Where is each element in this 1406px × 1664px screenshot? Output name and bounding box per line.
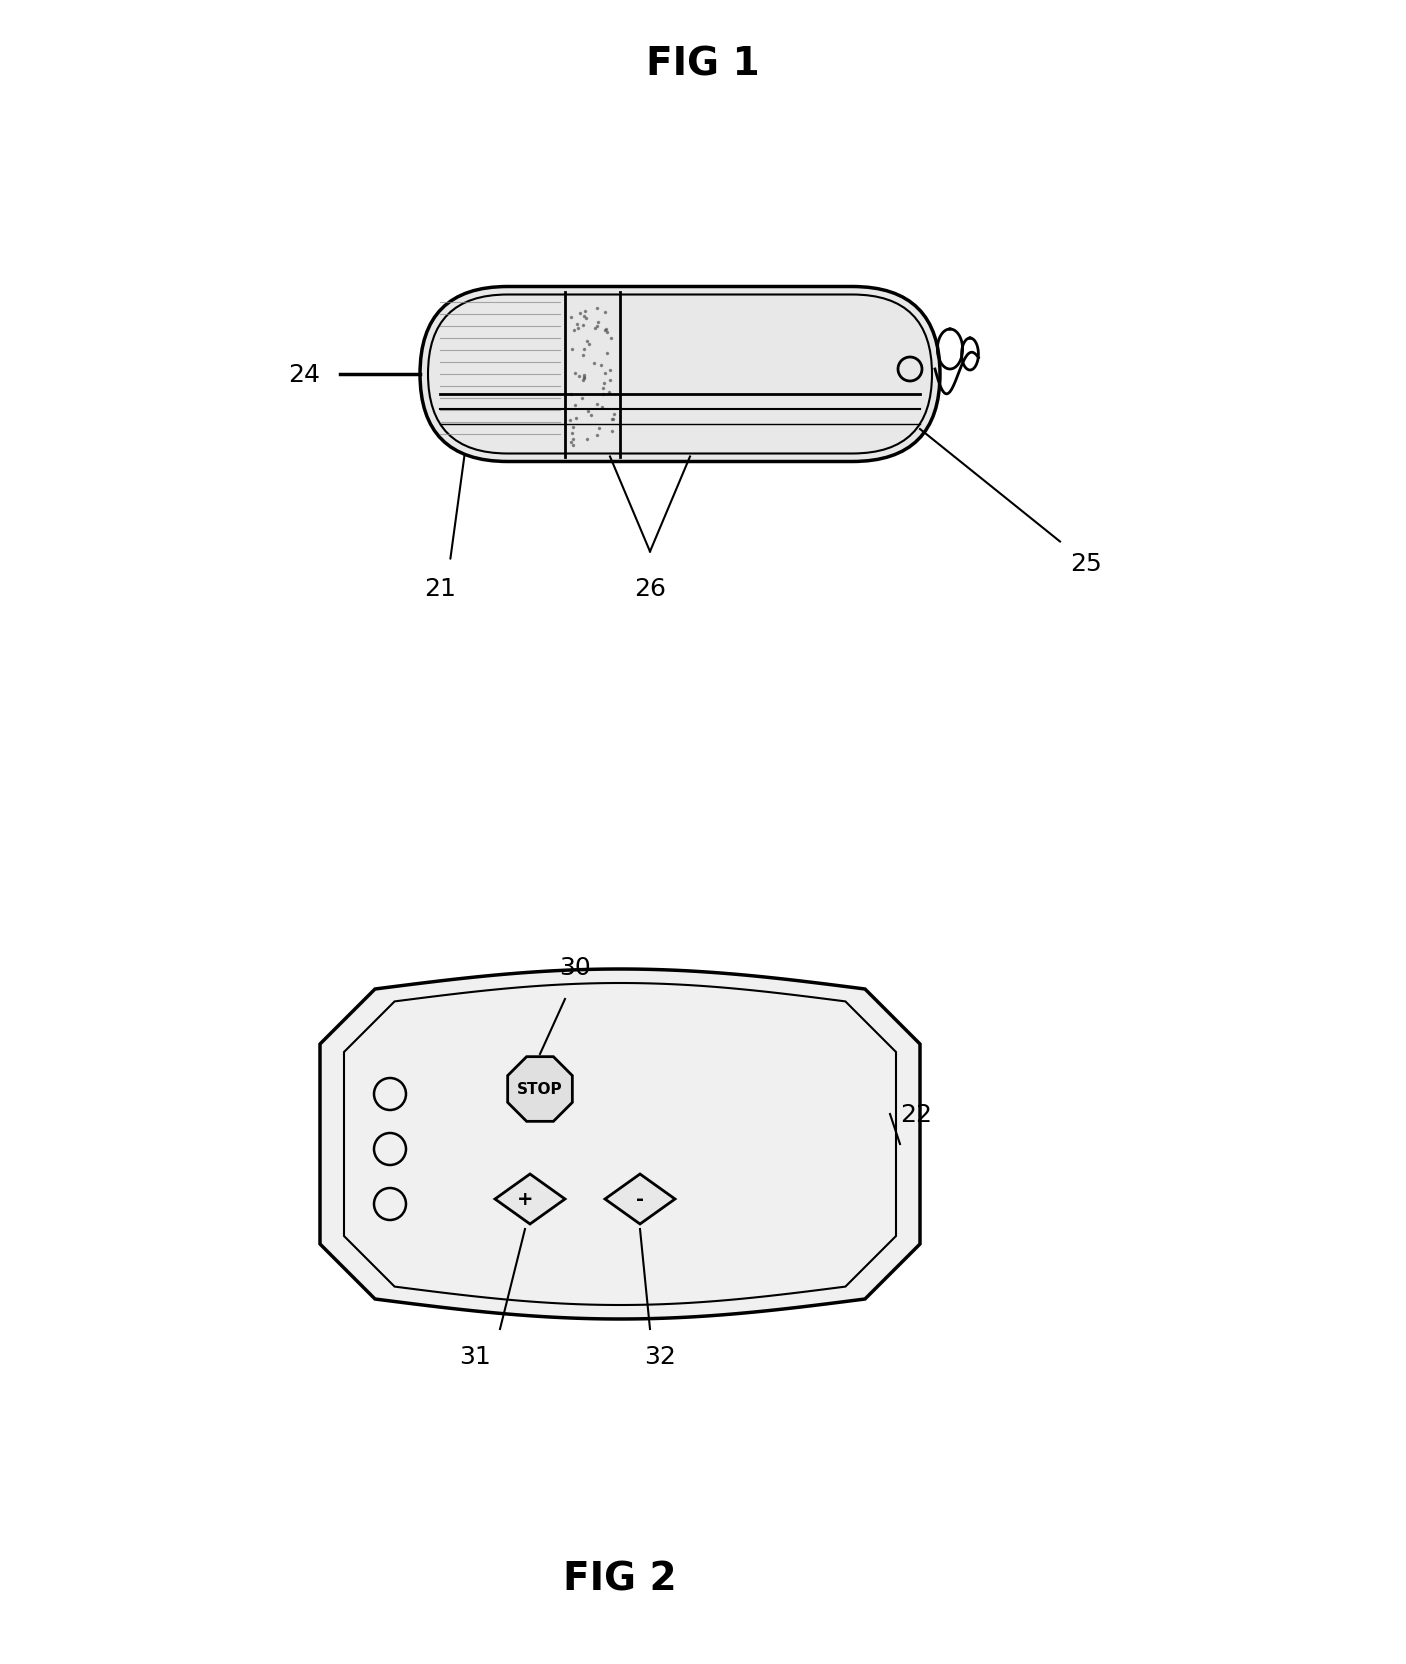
- Text: 25: 25: [1070, 552, 1102, 576]
- FancyBboxPatch shape: [420, 288, 941, 463]
- Text: 22: 22: [900, 1102, 932, 1127]
- Text: 32: 32: [644, 1345, 676, 1368]
- Text: FIG 2: FIG 2: [564, 1561, 676, 1597]
- Text: 30: 30: [560, 955, 591, 980]
- Text: STOP: STOP: [517, 1082, 562, 1097]
- Text: 21: 21: [425, 577, 456, 601]
- Polygon shape: [495, 1175, 565, 1225]
- Text: 31: 31: [460, 1345, 491, 1368]
- Polygon shape: [605, 1175, 675, 1225]
- Polygon shape: [321, 970, 920, 1320]
- Text: 26: 26: [634, 577, 666, 601]
- Text: +: +: [517, 1190, 533, 1208]
- Text: -: -: [636, 1190, 644, 1208]
- Text: 24: 24: [288, 363, 321, 386]
- Polygon shape: [508, 1057, 572, 1122]
- Text: FIG 1: FIG 1: [647, 47, 759, 83]
